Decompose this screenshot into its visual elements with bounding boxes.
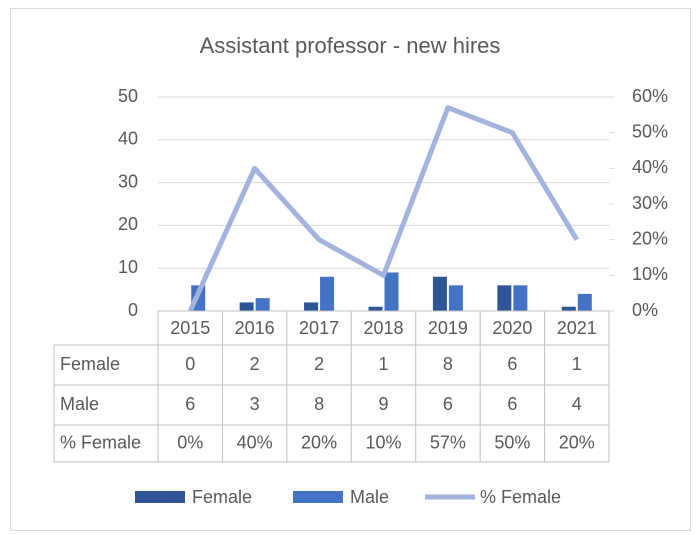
legend-label: Female — [192, 487, 252, 507]
bar — [255, 298, 270, 311]
table-cell: 6 — [507, 354, 517, 374]
bar — [577, 293, 592, 311]
table-row-label: Female — [60, 354, 120, 374]
y2-tick-label: 50% — [632, 121, 668, 141]
table-cell: 10% — [365, 432, 401, 452]
x-tick-label: 2019 — [428, 318, 468, 338]
legend-label: Male — [350, 487, 389, 507]
chart-title: Assistant professor - new hires — [200, 33, 501, 58]
table-cell: 0 — [185, 354, 195, 374]
table-cell: 20% — [301, 432, 337, 452]
y-tick-label: 0 — [128, 300, 138, 320]
table-cell: 6 — [507, 394, 517, 414]
table-cell: 2 — [250, 354, 260, 374]
x-tick-label: 2015 — [170, 318, 210, 338]
table-cell: 2 — [314, 354, 324, 374]
x-tick-label: 2017 — [299, 318, 339, 338]
table-cell: 8 — [443, 354, 453, 374]
table-cell: 6 — [443, 394, 453, 414]
x-tick-label: 2018 — [363, 318, 403, 338]
table-row-label: % Female — [60, 432, 141, 452]
bar — [561, 306, 576, 311]
legend-swatch — [135, 491, 185, 503]
y-tick-label: 50 — [118, 86, 138, 106]
table-cell: 57% — [430, 432, 466, 452]
x-tick-label: 2020 — [492, 318, 532, 338]
legend-swatch — [293, 491, 343, 503]
y2-tick-label: 0% — [632, 300, 658, 320]
table-cell: 9 — [378, 394, 388, 414]
table-cell: 1 — [572, 354, 582, 374]
table-cell: 8 — [314, 394, 324, 414]
table-cell: 50% — [494, 432, 530, 452]
bar — [513, 285, 528, 311]
bar — [384, 272, 399, 311]
y-tick-label: 30 — [118, 171, 138, 191]
y2-tick-label: 60% — [632, 86, 668, 106]
y-tick-label: 20 — [118, 214, 138, 234]
table-cell: 6 — [185, 394, 195, 414]
table-cell: 1 — [378, 354, 388, 374]
table-cell: 0% — [177, 432, 203, 452]
y2-tick-label: 10% — [632, 264, 668, 284]
bar — [497, 285, 512, 311]
y2-tick-label: 30% — [632, 193, 668, 213]
table-row-label: Male — [60, 394, 99, 414]
bar — [448, 285, 463, 311]
bar — [304, 302, 319, 311]
bar — [432, 276, 447, 311]
bar — [320, 276, 335, 311]
line-series — [187, 105, 579, 313]
table-cell: 40% — [237, 432, 273, 452]
x-tick-label: 2016 — [235, 318, 275, 338]
legend-label: % Female — [480, 487, 561, 507]
y2-tick-label: 20% — [632, 228, 668, 248]
y2-tick-label: 40% — [632, 157, 668, 177]
table-cell: 4 — [572, 394, 582, 414]
table-cell: 20% — [559, 432, 595, 452]
x-tick-label: 2021 — [557, 318, 597, 338]
y-tick-label: 10 — [118, 257, 138, 277]
y-tick-label: 40 — [118, 129, 138, 149]
bar — [368, 306, 383, 311]
chart-border — [10, 8, 691, 531]
table-cell: 3 — [250, 394, 260, 414]
bar — [239, 302, 254, 311]
